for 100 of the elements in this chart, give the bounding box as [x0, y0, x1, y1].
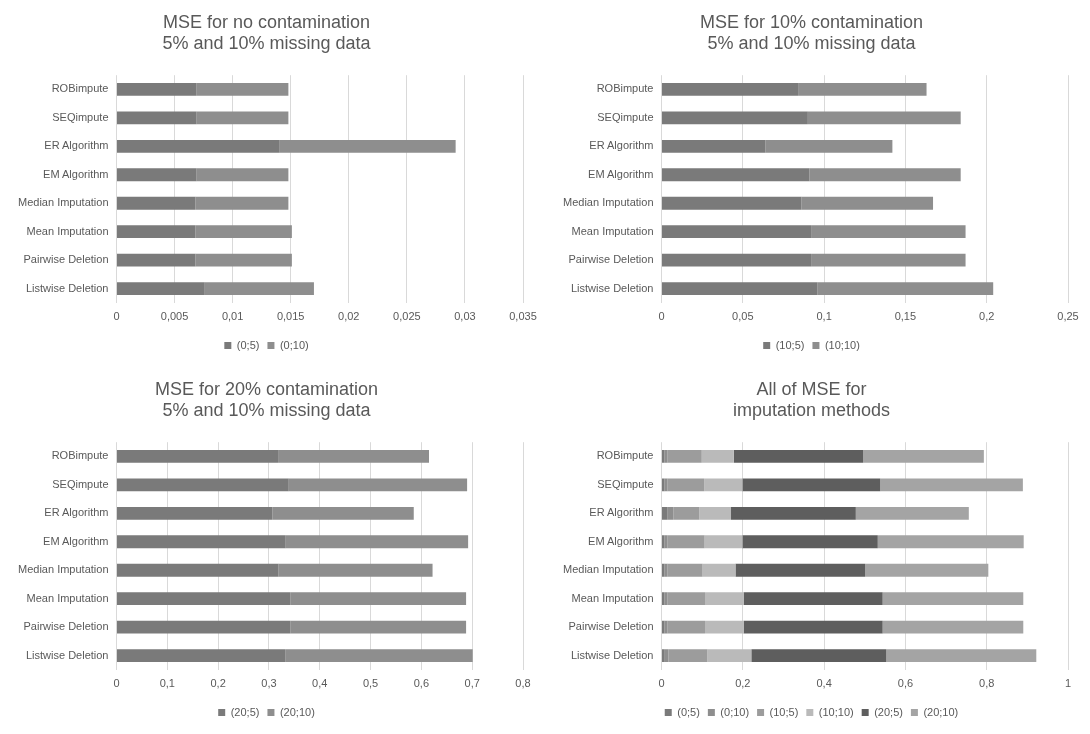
bar [863, 450, 984, 463]
y-tick-label: ER Algorithm [44, 506, 109, 519]
bar [117, 620, 291, 634]
bar [798, 83, 927, 96]
bar [801, 196, 934, 210]
legend-label: (20;10) [923, 705, 959, 718]
bar [117, 563, 279, 577]
bar [811, 225, 966, 239]
y-tick-label: ROBimpute [596, 82, 654, 95]
bar [662, 111, 808, 125]
bar [290, 592, 467, 606]
x-tick-label: 0,03 [454, 310, 476, 323]
bar [195, 253, 292, 267]
bar [662, 282, 818, 295]
x-tick-label: 0,6 [413, 677, 430, 690]
x-tick-label: 0,005 [160, 310, 189, 323]
bar [285, 649, 473, 662]
x-tick-label: 0,1 [159, 677, 175, 690]
bar [196, 111, 289, 125]
x-tick-label: 0,2 [210, 677, 226, 690]
y-tick-label: Median Imputation [563, 196, 654, 209]
x-tick-label: 0,01 [221, 310, 244, 323]
x-tick-label: 0,5 [362, 677, 379, 690]
bar [817, 282, 994, 295]
y-tick-label: SEQimpute [597, 477, 654, 490]
chart-title: MSE for 20% contamination 5% and 10% missing data [154, 378, 379, 421]
legend-label: (0;5) [236, 338, 260, 351]
bar [704, 592, 744, 606]
y-tick-label: Listwise Deletion [25, 281, 109, 294]
bar [662, 506, 668, 520]
bar [667, 592, 705, 606]
bar [704, 535, 743, 549]
y-tick-label: Median Imputation [18, 196, 109, 209]
bar [811, 253, 966, 267]
bar [882, 592, 1024, 606]
x-tick-label: 0,4 [816, 677, 832, 690]
bar [662, 225, 812, 239]
bar [667, 478, 705, 492]
y-tick-label: EM Algorithm [588, 167, 654, 180]
y-tick-label: Pairwise Deletion [23, 253, 109, 266]
bar [117, 83, 197, 96]
y-tick-label: Mean Imputation [571, 224, 654, 237]
bar [743, 592, 883, 606]
chart-title: MSE for 10% contamination 5% and 10% missing data [699, 11, 924, 54]
bar [272, 506, 414, 520]
bar [667, 450, 702, 463]
legend-label: (0;5) [677, 705, 700, 718]
bar [662, 649, 665, 662]
bar [668, 649, 708, 662]
y-tick-label: Pairwise Deletion [568, 253, 654, 266]
y-tick-label: Listwise Deletion [25, 648, 109, 661]
bar [117, 282, 205, 295]
legend-label: (10;5) [769, 705, 799, 718]
y-tick-label: SEQimpute [597, 110, 654, 123]
bar [117, 111, 197, 125]
bar [117, 592, 291, 606]
bar [196, 168, 289, 182]
bar [285, 535, 469, 549]
x-tick-label: 0,2 [979, 310, 995, 323]
y-tick-label: Listwise Deletion [570, 281, 654, 294]
bar [701, 450, 734, 463]
bar [855, 506, 969, 520]
bar [707, 649, 752, 662]
x-tick-label: 0 [658, 310, 665, 323]
bar [807, 111, 961, 125]
chart-title: MSE for no contamination 5% and 10% missing data [162, 11, 372, 54]
y-tick-label: ROBimpute [51, 449, 109, 462]
bar [865, 563, 989, 577]
legend-label: (0;10) [279, 338, 309, 351]
bar [662, 83, 799, 96]
legend-label: (0;10) [720, 705, 750, 718]
bar [673, 506, 700, 520]
bar [204, 282, 314, 295]
bar [702, 563, 736, 577]
y-tick-label: ER Algorithm [589, 506, 654, 519]
y-tick-label: EM Algorithm [588, 534, 654, 547]
bar [704, 620, 744, 634]
bar [196, 83, 289, 96]
bar [667, 620, 705, 634]
y-tick-label: ROBimpute [51, 82, 109, 95]
bar [278, 450, 429, 463]
bar [117, 225, 196, 239]
y-tick-label: Median Imputation [563, 563, 654, 576]
y-tick-label: Pairwise Deletion [568, 620, 654, 633]
bar [751, 649, 887, 662]
x-tick-label: 0,15 [894, 310, 917, 323]
bar [731, 506, 856, 520]
y-tick-label: Mean Imputation [26, 224, 109, 237]
bar [735, 563, 866, 577]
x-tick-label: 0,015 [276, 310, 305, 323]
bar [117, 253, 196, 267]
bar [743, 620, 883, 634]
bar [699, 506, 732, 520]
x-tick-label: 0 [113, 310, 120, 323]
x-tick-label: 1 [1064, 677, 1072, 690]
x-tick-label: 0,8 [515, 677, 531, 690]
bar [742, 478, 881, 492]
bar [117, 139, 280, 153]
bar [704, 478, 743, 492]
bar [886, 649, 1037, 662]
